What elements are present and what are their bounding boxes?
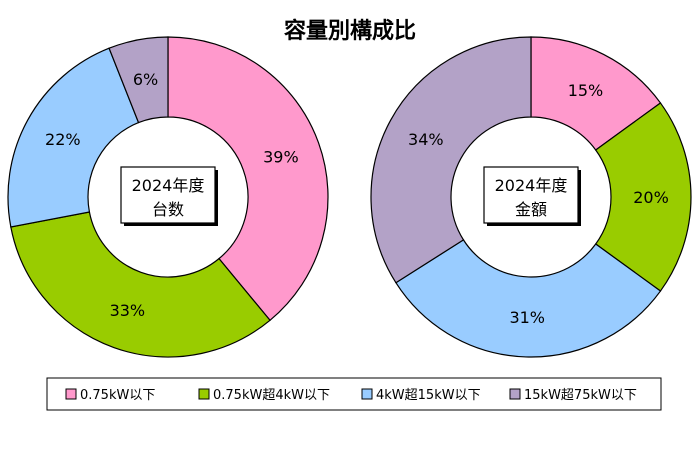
legend-swatch-1 [198, 388, 210, 400]
legend-swatch-2 [361, 388, 373, 400]
donut-slice-0-3 [108, 36, 169, 124]
chart-title: 容量別構成比 [284, 18, 416, 44]
center-box-0 [120, 166, 216, 224]
legend-swatch-0 [65, 388, 77, 400]
slice-label-0-2: 22% [45, 130, 81, 149]
donut-slice-1-3 [370, 36, 532, 284]
donut-slice-1-2 [395, 239, 662, 358]
legend-swatch-3 [509, 388, 521, 400]
slice-label-1-1: 20% [633, 188, 669, 207]
donut-slice-1-1 [594, 102, 692, 292]
slice-label-0-0: 39% [263, 147, 299, 166]
slice-label-1-2: 31% [509, 308, 545, 327]
slice-label-1-0: 15% [568, 81, 604, 100]
legend-label-0: 0.75kW以下 [80, 388, 155, 403]
slice-label-0-3: 6% [133, 70, 158, 89]
legend-label-3: 15kW超75kW以下 [524, 388, 637, 403]
center-label-1-1: 金額 [515, 200, 547, 219]
center-label-1-0: 2024年度 [495, 176, 568, 195]
slice-label-0-1: 33% [110, 301, 146, 320]
center-label-0-0: 2024年度 [132, 176, 205, 195]
donut-slice-0-2 [7, 47, 140, 228]
center-box-1 [483, 166, 579, 224]
center-label-0-1: 台数 [152, 200, 184, 219]
legend-label-1: 0.75kW超4kW以下 [213, 388, 330, 403]
legend-label-2: 4kW超15kW以下 [376, 388, 481, 403]
slice-label-1-3: 34% [408, 130, 444, 149]
legend-frame [46, 377, 662, 411]
legend: 0.75kW以下 0.75kW超4kW以下 4kW超15kW以下 15kW超75kW以… [46, 377, 662, 411]
donut-slice-0-0 [167, 36, 329, 322]
donut-slice-0-1 [10, 211, 271, 358]
